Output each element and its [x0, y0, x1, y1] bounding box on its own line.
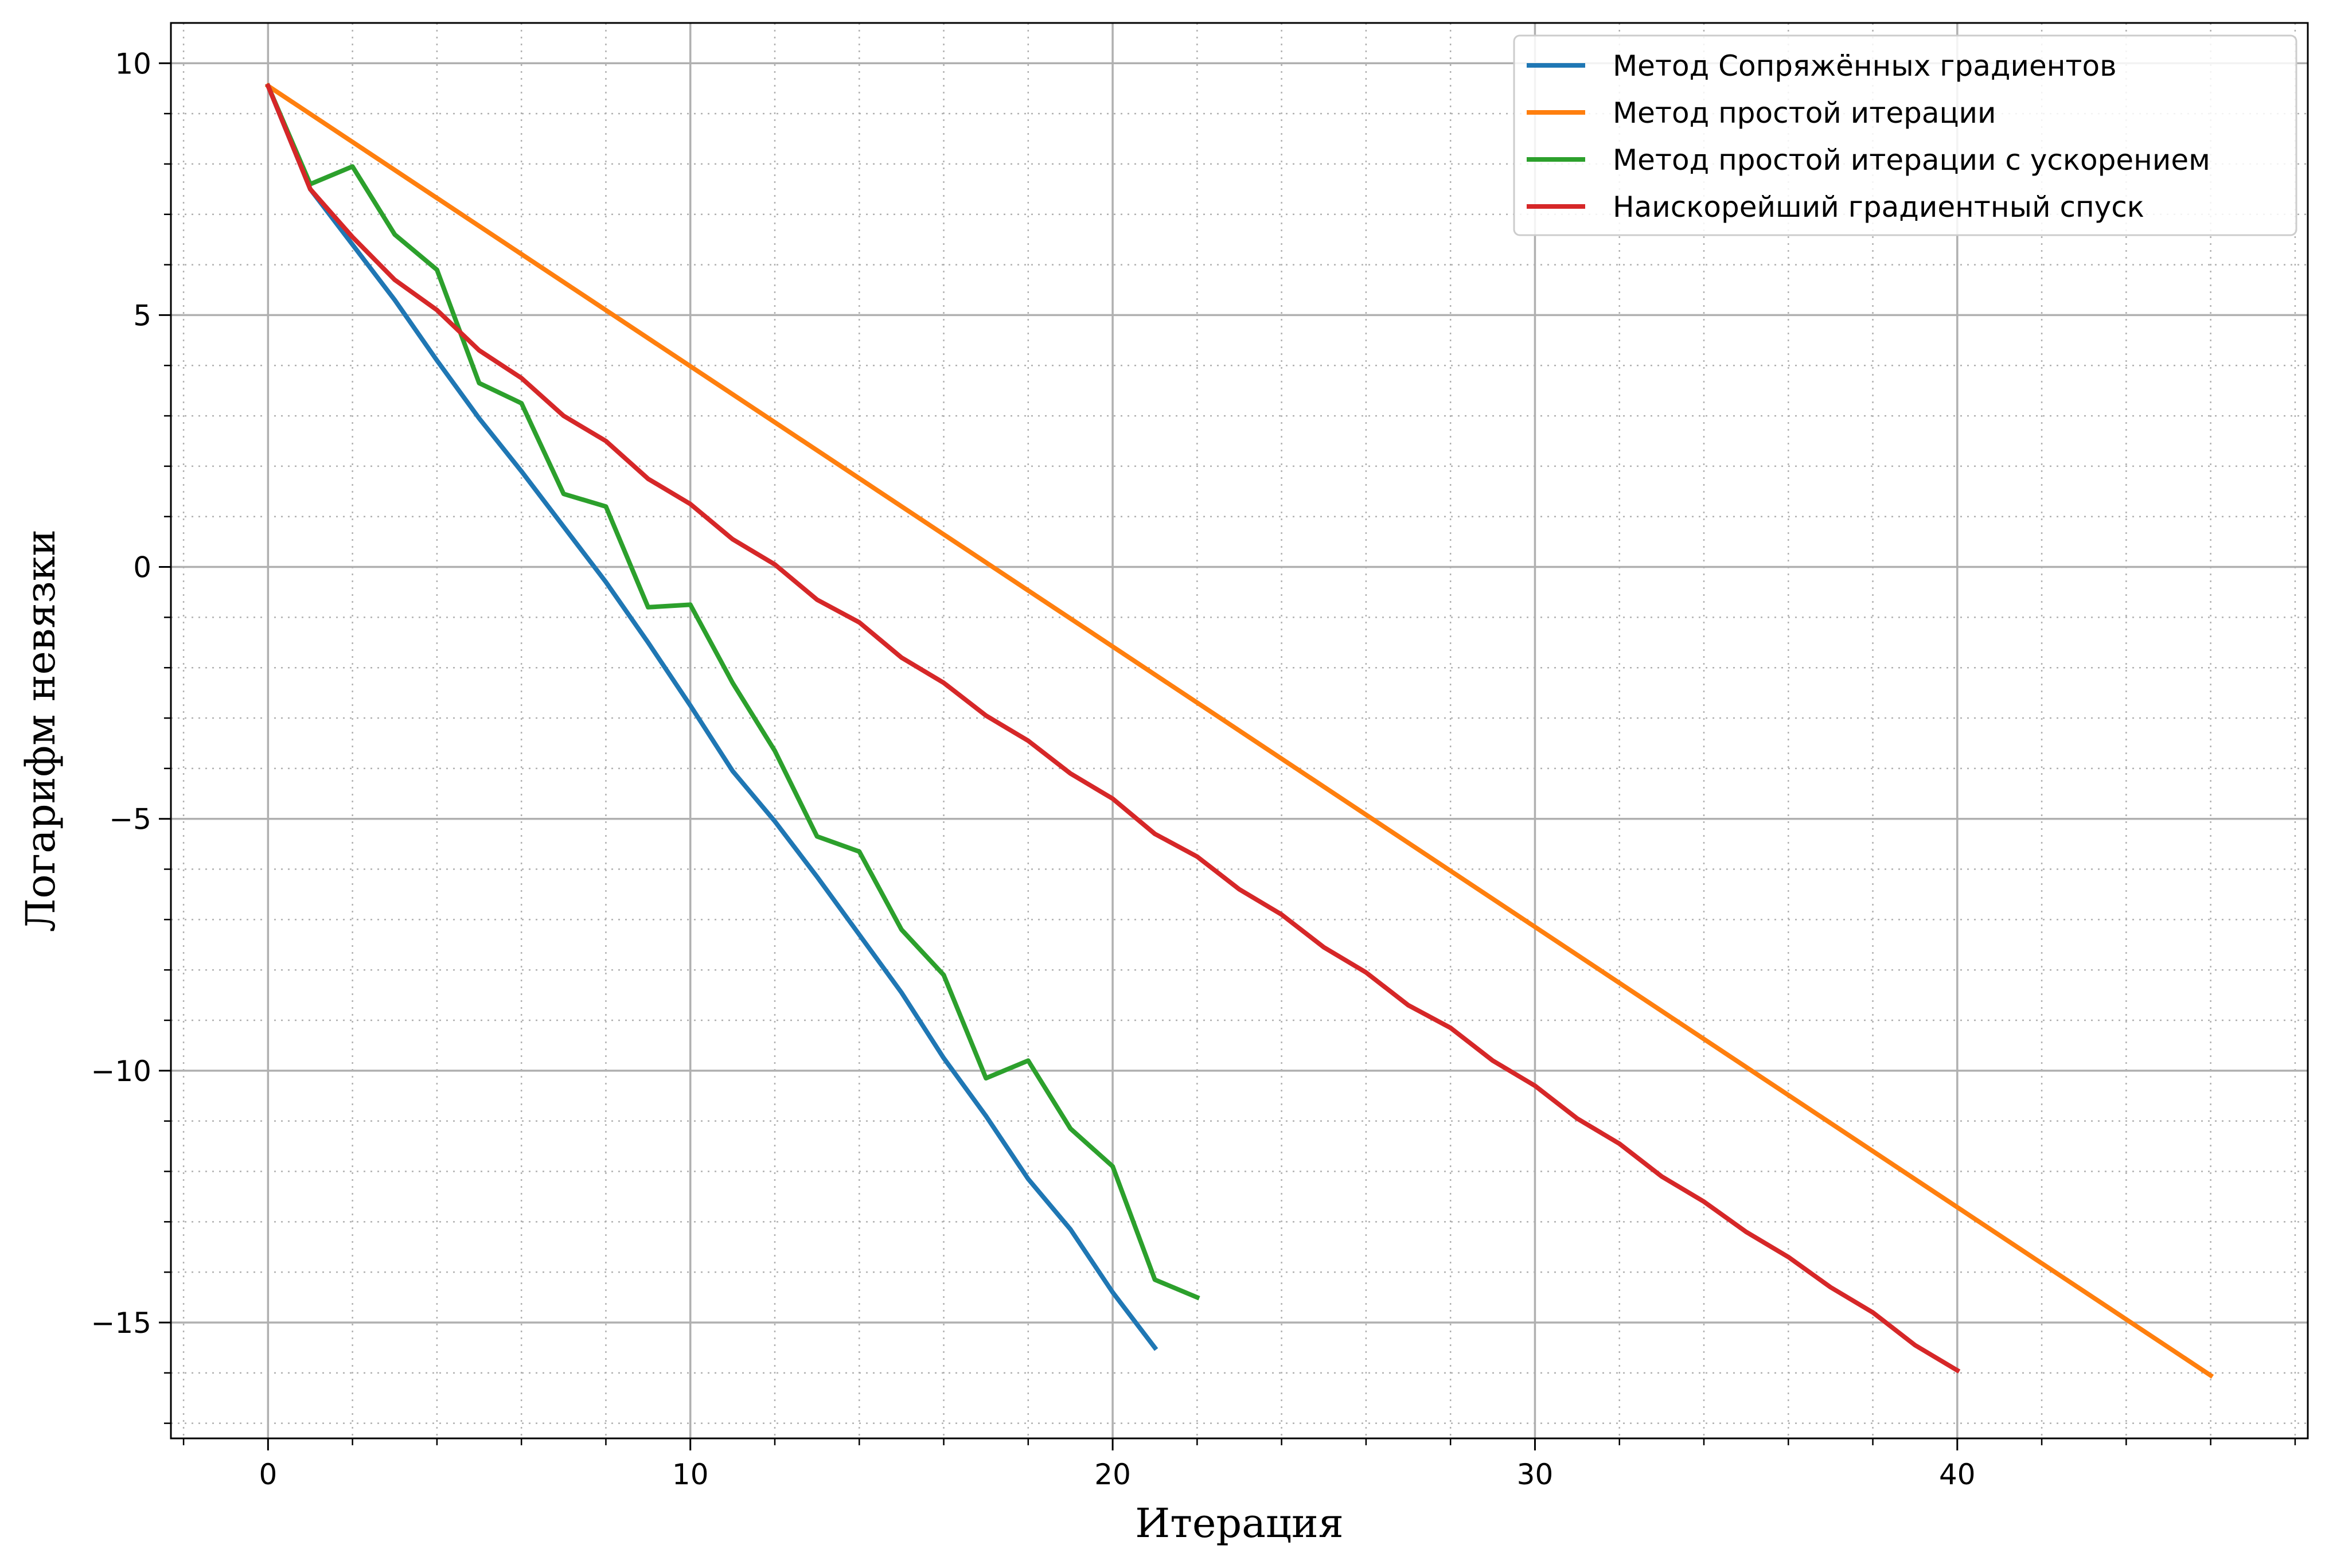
legend-label: Наискорейший градиентный спуск [1613, 190, 2144, 224]
x-tick-label: 20 [1094, 1458, 1131, 1491]
series-layer [264, 83, 2214, 1379]
y-tick-label: −15 [91, 1306, 151, 1340]
x-tick-label: 0 [259, 1458, 277, 1491]
series-line-4 [265, 83, 1961, 1374]
series-line-3 [265, 83, 1200, 1301]
y-axis-title: Логарифм невязки [17, 529, 64, 932]
x-axis-title: Итерация [1135, 1500, 1344, 1547]
y-tick-label: −5 [109, 803, 151, 836]
legend-label: Метод Сопряжённых градиентов [1613, 49, 2117, 83]
series-line-2 [264, 83, 2214, 1379]
y-tick-label: 5 [133, 299, 151, 332]
y-tick-label: 10 [115, 47, 151, 80]
x-tick-label: 40 [1939, 1458, 1976, 1491]
x-tick-label: 30 [1517, 1458, 1554, 1491]
legend-box [1513, 34, 2297, 236]
legend-label: Метод простой итерации [1613, 96, 1996, 130]
y-tick-label: 0 [133, 551, 151, 584]
legend: Метод Сопряжённых градиентов Метод просто… [1513, 34, 2297, 236]
plot-frame [170, 22, 2309, 1440]
legend-label: Метод простой итерации с ускорением [1613, 143, 2210, 177]
minor-grid [171, 23, 2308, 1438]
major-grid [171, 23, 2308, 1438]
y-tick-label: −10 [91, 1055, 151, 1088]
series-line-1 [265, 83, 1158, 1351]
x-tick-label: 10 [672, 1458, 709, 1491]
axis-ticks: 0 10 20 30 40 10 5 0 −5 −10 −15 [91, 47, 2296, 1491]
